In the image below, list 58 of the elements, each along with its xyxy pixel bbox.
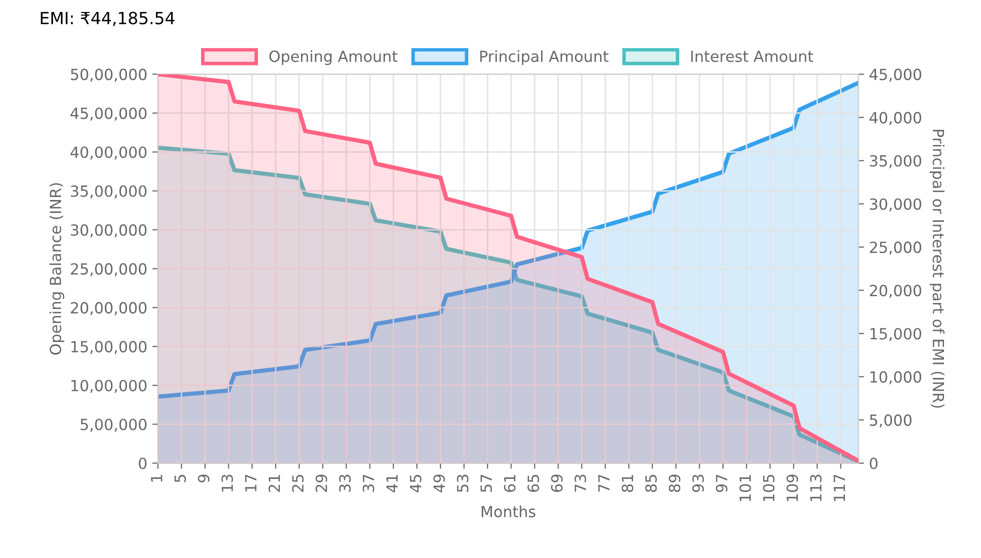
y2-tick-label: 35,000 [870, 155, 922, 168]
y-tick-label: 25,00,000 [70, 263, 147, 276]
x-tick-label: 65 [528, 474, 540, 492]
x-tick-label: 13 [221, 474, 234, 492]
x-tick-label: 29 [316, 474, 328, 492]
y2-tick-label: 45,000 [870, 68, 922, 82]
y-tick-label: 5,00,000 [80, 418, 147, 432]
x-tick-label: 101 [739, 474, 751, 502]
x-tick-label: 109 [786, 474, 798, 502]
x-tick-label: 105 [762, 474, 775, 502]
x-tick-label: 45 [410, 474, 422, 492]
y-tick-label: 0 [138, 458, 147, 470]
legend-label: Interest Amount [691, 50, 814, 62]
x-tick-label: 85 [645, 474, 657, 492]
y-tick-label: 45,00,000 [70, 108, 147, 121]
x-tick-label: 41 [386, 474, 398, 492]
y-tick-label: 15,00,000 [71, 340, 147, 354]
x-tick-label: 5 [174, 474, 186, 482]
legend-label: Opening Amount [269, 50, 398, 66]
x-tick-label: 53 [456, 474, 468, 492]
x-tick-label: 117 [834, 474, 845, 502]
y2-tick-label: 40,000 [870, 112, 922, 126]
y2-tick-label: 20,000 [870, 284, 922, 298]
y-tick-label: 30,00,000 [70, 224, 147, 238]
x-tick-label: 61 [504, 474, 516, 492]
x-tick-label: 69 [551, 474, 563, 492]
x-tick-label: 33 [339, 474, 351, 492]
y2-tick-label: 5,000 [870, 414, 912, 428]
x-tick-label: 89 [668, 474, 680, 492]
y-tick-label: 10,00,000 [71, 380, 147, 393]
y2-axis-title: Principal or Interest part of EMI (INR) [930, 130, 944, 408]
chart-title: EMI: ₹44,185.54 [40, 12, 174, 26]
y-tick-label: 50,00,000 [70, 68, 147, 82]
x-tick-label: 49 [433, 474, 445, 492]
x-tick-label: 37 [362, 474, 374, 492]
x-tick-label: 9 [198, 474, 210, 482]
legend-label: Principal Amount [480, 50, 608, 66]
y-tick-label: 40,00,000 [70, 146, 147, 160]
y2-tick-label: 0 [870, 458, 878, 470]
x-tick-label: 1 [151, 474, 162, 482]
x-tick-label: 73 [574, 474, 586, 492]
y-tick-label: 20,00,000 [70, 302, 147, 316]
x-tick-label: 93 [692, 474, 704, 492]
x-axis-title: Months [482, 505, 536, 518]
x-tick-label: 25 [292, 474, 304, 492]
y-tick-label: 35,00,000 [70, 185, 147, 198]
x-tick-label: 57 [480, 474, 492, 492]
x-tick-label: 81 [622, 474, 634, 492]
y2-tick-label: 10,000 [870, 371, 922, 384]
x-tick-label: 97 [716, 474, 728, 492]
y2-tick-label: 30,000 [870, 198, 922, 212]
y2-tick-label: 15,000 [870, 328, 922, 342]
x-tick-label: 77 [598, 474, 610, 492]
y2-tick-label: 25,000 [870, 242, 922, 255]
x-tick-label: 113 [810, 474, 822, 502]
x-tick-label: 17 [245, 474, 256, 492]
x-tick-label: 21 [268, 474, 280, 492]
y-axis-title: Opening Balance (INR) [49, 183, 64, 355]
